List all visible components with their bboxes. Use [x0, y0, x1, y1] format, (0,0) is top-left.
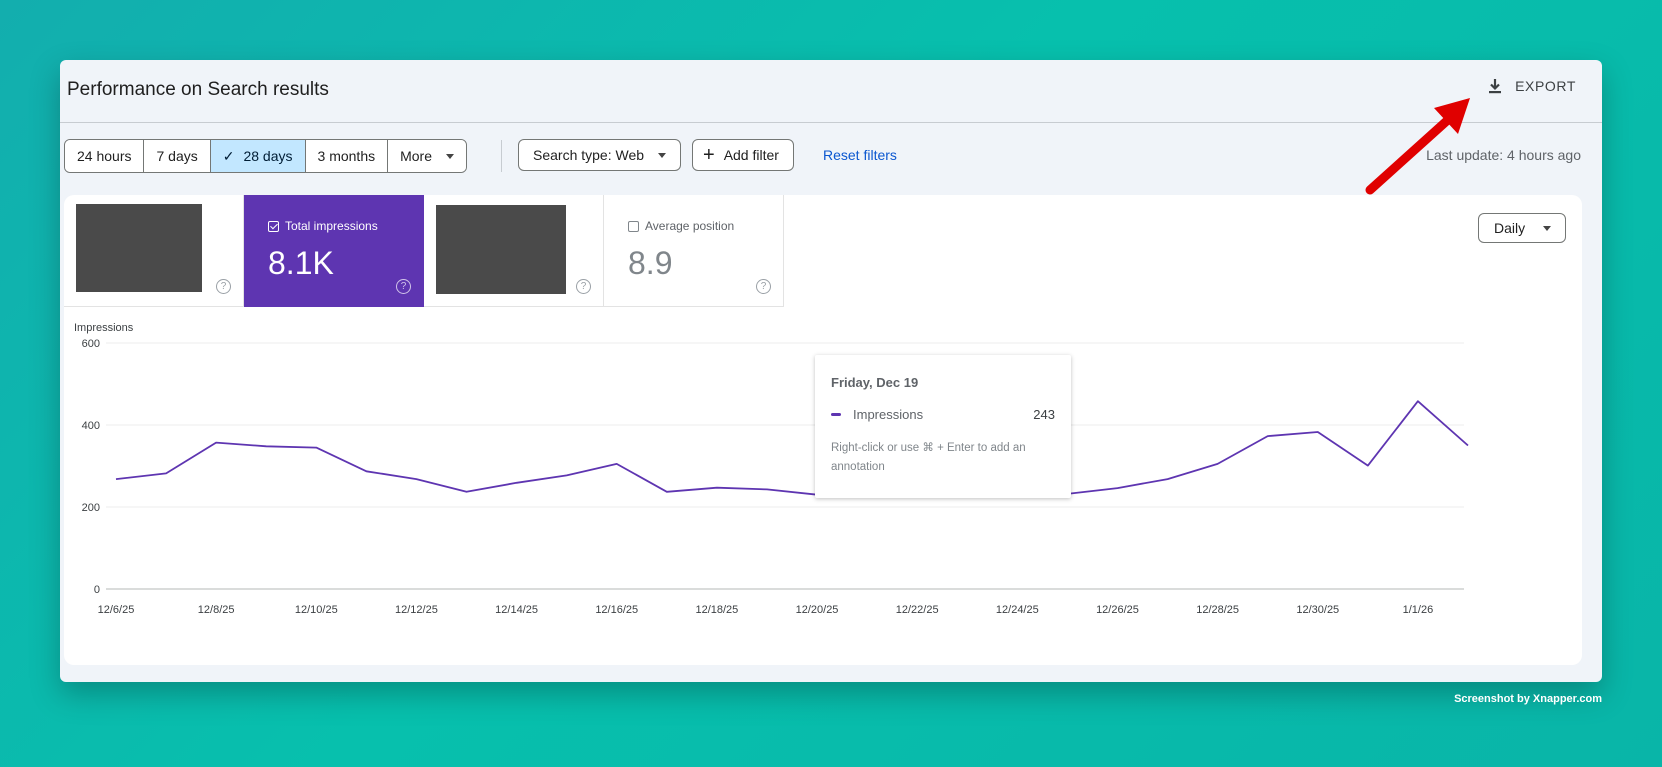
tooltip-series: Impressions — [853, 407, 924, 422]
chart-tooltip: Friday, Dec 19 Impressions 243 Right-cli… — [815, 355, 1071, 498]
metric-label-row: Average position — [628, 219, 734, 233]
x-tick-label: 12/8/25 — [198, 604, 235, 616]
metric-card-position[interactable]: Average position 8.9 ? — [604, 195, 784, 307]
x-tick-label: 12/6/25 — [98, 604, 135, 616]
checkbox-checked-icon — [268, 220, 279, 232]
last-update-text: Last update: 4 hours ago — [1426, 147, 1581, 163]
x-tick-label: 12/20/25 — [796, 604, 839, 616]
check-icon: ✓ — [222, 147, 235, 164]
tooltip-row: Impressions 243 — [831, 407, 1055, 422]
metric-label-row: Total impressions — [268, 219, 378, 233]
search-type-label: Search type: Web — [533, 147, 645, 163]
granularity-label: Daily — [1494, 220, 1526, 236]
x-tick-label: 12/26/25 — [1096, 604, 1139, 616]
series-swatch — [831, 413, 841, 416]
filter-divider — [501, 140, 502, 172]
metric-value: 8.1K — [268, 245, 334, 281]
tooltip-date: Friday, Dec 19 — [831, 375, 919, 390]
y-tick-label: 400 — [82, 420, 100, 432]
x-tick-label: 12/28/25 — [1196, 604, 1239, 616]
search-type-dropdown[interactable]: Search type: Web — [518, 139, 682, 171]
chevron-down-icon — [658, 152, 667, 158]
date-option-7-days[interactable]: 7 days — [144, 140, 211, 172]
header-divider — [60, 122, 1602, 123]
date-option-label: 28 days — [243, 148, 293, 164]
help-icon[interactable]: ? — [396, 279, 411, 294]
x-tick-label: 12/10/25 — [295, 604, 338, 616]
date-option-24-hours[interactable]: 24 hours — [65, 140, 145, 172]
performance-panel: Performance on Search results EXPORT 24 … — [60, 60, 1602, 682]
metric-label: Average position — [645, 219, 735, 233]
metric-cards: ? Total impressions 8.1K ? ? Average pos… — [64, 195, 784, 307]
x-tick-label: 1/1/26 — [1403, 604, 1434, 616]
download-icon — [1489, 79, 1502, 94]
redacted-block — [76, 204, 202, 292]
metric-value: 8.9 — [628, 245, 673, 281]
metric-label: Total impressions — [285, 219, 378, 233]
help-icon[interactable]: ? — [576, 279, 591, 294]
granularity-dropdown[interactable]: Daily — [1478, 213, 1566, 243]
chevron-down-icon — [446, 153, 455, 159]
x-tick-label: 12/12/25 — [395, 604, 438, 616]
help-icon[interactable]: ? — [756, 279, 771, 294]
date-option-label: 24 hours — [77, 148, 132, 164]
chevron-down-icon — [1543, 225, 1552, 231]
x-tick-label: 12/30/25 — [1296, 604, 1339, 616]
export-button[interactable]: EXPORT — [1485, 76, 1576, 96]
metric-card-impressions[interactable]: Total impressions 8.1K ? — [244, 195, 424, 307]
add-filter-button[interactable]: + Add filter — [692, 139, 794, 171]
date-range-selector: 24 hours 7 days ✓ 28 days 3 months More — [64, 139, 468, 173]
impressions-chart[interactable]: Impressions 0 200 400 600 12/6/25 12/8/25 12/10… — [64, 195, 1582, 665]
impressions-series-line — [115, 400, 1469, 498]
y-tick-label: 0 — [94, 584, 100, 596]
date-option-label: 7 days — [156, 148, 198, 164]
date-option-3-months[interactable]: 3 months — [305, 140, 389, 172]
y-tick-label: 200 — [82, 502, 100, 514]
reset-filters-link[interactable]: Reset filters — [823, 147, 897, 163]
metric-card-clicks[interactable]: ? — [64, 195, 244, 307]
export-label: EXPORT — [1515, 78, 1576, 94]
y-axis-title: Impressions — [74, 322, 134, 334]
checkbox-icon — [628, 220, 639, 232]
x-tick-label: 12/22/25 — [896, 604, 939, 616]
x-tick-label: 12/16/25 — [595, 604, 638, 616]
x-tick-label: 12/24/25 — [996, 604, 1039, 616]
tooltip-value: 243 — [1033, 407, 1055, 422]
screenshot-credit: Screenshot by Xnapper.com — [1454, 693, 1602, 705]
date-option-label: More — [400, 148, 433, 164]
x-tick-label: 12/18/25 — [695, 604, 738, 616]
help-icon[interactable]: ? — [216, 279, 231, 294]
metric-card-ctr[interactable]: ? — [424, 195, 604, 307]
add-filter-label: Add filter — [723, 147, 779, 163]
plus-icon: + — [703, 144, 715, 166]
red-arrow-annotation — [1365, 98, 1470, 195]
date-option-more[interactable]: More — [388, 140, 467, 172]
tooltip-note: Right-click or use ⌘ + Enter to add an a… — [831, 442, 1026, 473]
date-option-label: 3 months — [317, 148, 376, 164]
page-title: Performance on Search results — [67, 79, 329, 100]
x-tick-label: 12/14/25 — [495, 604, 538, 616]
chart-card: ? Total impressions 8.1K ? ? Average pos… — [64, 195, 1582, 665]
y-tick-label: 600 — [82, 338, 100, 350]
redacted-block — [436, 205, 566, 294]
date-option-28-days[interactable]: ✓ 28 days — [210, 140, 306, 172]
